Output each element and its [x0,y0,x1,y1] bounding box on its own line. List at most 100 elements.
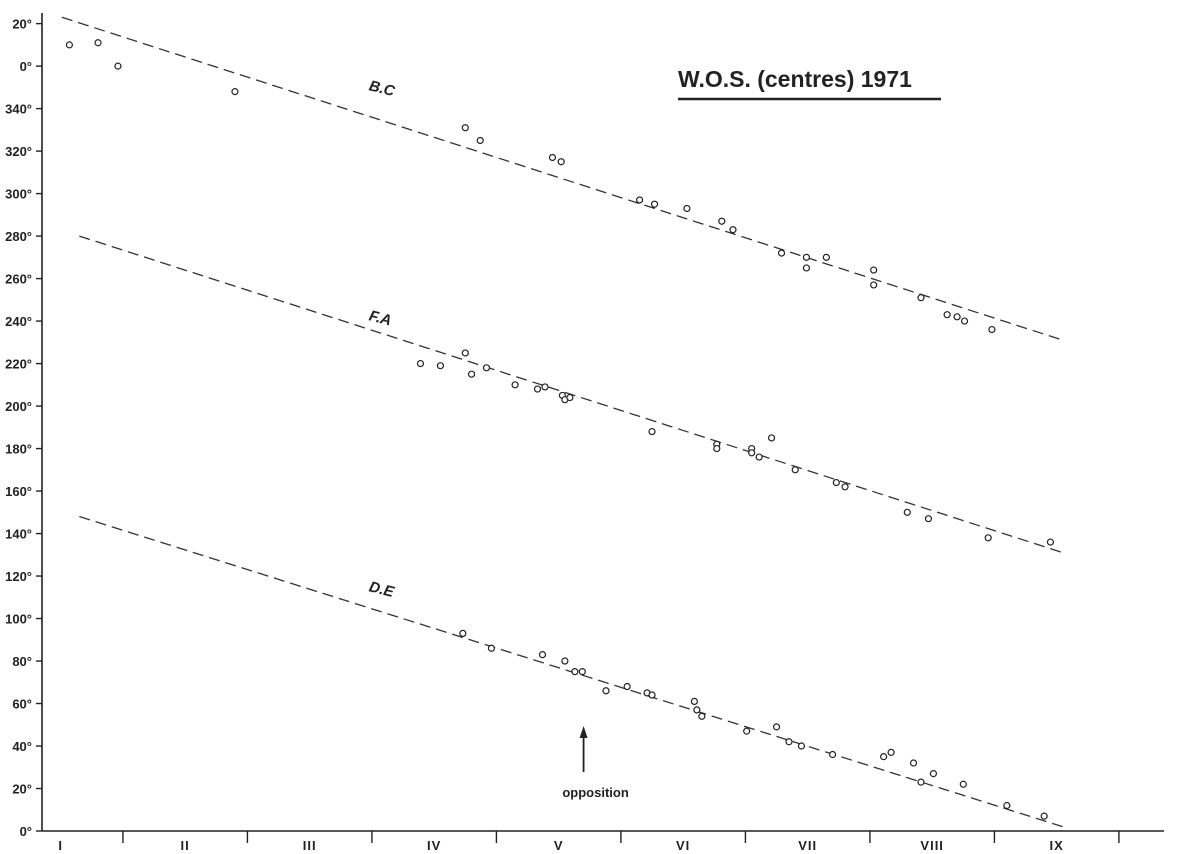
y-tick-label: 320° [5,144,32,159]
data-point-bc [953,313,961,321]
data-point-fa [566,393,574,402]
y-tick-label: 180° [5,442,32,457]
data-point-fa [533,385,542,393]
x-tick-label: VIII [920,838,944,853]
data-point-de [797,742,806,750]
data-point-de [561,657,569,665]
data-point-de [1040,812,1048,820]
data-point-bc [960,317,969,325]
series-label: B.C [367,77,397,100]
data-point-bc [870,281,878,289]
data-point-de [648,691,656,699]
y-ticks: 0° 20° 40° 60° 80° 100° 120° 140° 160° 180° 200° 22… [5,17,42,839]
data-point-fa [416,359,425,368]
data-point-fa [767,434,776,442]
data-point-bc [683,204,691,213]
data-point-de [623,682,631,691]
data-point-bc [548,153,557,162]
data-point-de [772,723,781,731]
data-point-bc [231,88,239,96]
data-point-de [459,629,467,638]
x-tick-label: IV [427,838,441,853]
x-tick-label: VII [798,838,817,853]
x-tick-label: II [181,838,190,853]
data-point-de [538,651,547,659]
y-tick-label: 60° [12,697,32,712]
data-point-de [929,770,938,778]
y-tick-label: 0° [20,824,32,839]
data-point-de [880,753,888,761]
y-tick-label: 240° [5,314,32,329]
y-tick-label: 160° [5,484,32,499]
data-point-de [887,748,895,756]
data-point-fa [841,483,849,491]
y-tick-label: 340° [5,102,32,117]
data-point-fa [1046,538,1055,546]
data-point-de [690,697,698,705]
data-point-bc [65,41,73,49]
data-point-bc [718,217,726,225]
x-tick-label: III [303,838,317,853]
data-point-de [693,706,701,714]
data-point-bc [476,136,484,145]
data-point-bc [988,325,996,334]
data-point-de [785,738,793,746]
data-point-de [909,759,918,767]
y-tick-label: 0° [20,59,32,74]
data-point-de [602,687,610,695]
y-tick-label: 120° [5,569,32,584]
data-point-fa [436,362,444,370]
y-tick-label: 220° [5,357,32,372]
data-point-fa [648,427,656,436]
data-point-fa [924,515,933,523]
y-tick-label: 20° [12,17,32,32]
opposition-label: opposition [562,785,628,800]
data-point-fa [791,466,799,474]
series-label: D.E [367,578,396,601]
fit-line-de [79,515,1064,828]
data-point-fa [511,381,519,389]
y-tick-label: 20° [12,782,32,797]
x-tick-label: V [554,838,564,853]
y-tick-label: 80° [12,654,32,669]
data-point-de [578,668,586,676]
y-tick-label: 140° [5,527,32,542]
data-point-fa [832,478,840,487]
data-point-fa [984,534,992,542]
data-point-de [1003,801,1011,810]
data-point-de [917,778,925,786]
data-point-bc [822,253,830,261]
data-point-fa [541,383,549,391]
series-label: F.A [367,307,393,329]
data-point-bc [461,124,469,132]
data-point-de [828,750,837,759]
data-point-bc [557,158,565,166]
data-point-bc [802,253,811,261]
data-point-fa [748,449,756,457]
data-point-bc [114,62,122,70]
data-point-fa [713,444,721,453]
data-point-fa [461,349,469,357]
series-labels: B.C F.A D.E [367,77,397,601]
y-tick-label: 280° [5,229,32,244]
opposition-annotation: opposition [562,726,629,800]
data-point-bc [870,266,878,274]
data-point-bc [917,294,925,302]
data-point-fa [755,453,763,461]
fit-lines [61,16,1064,828]
data-point-bc [94,39,102,47]
data-points [65,39,1055,820]
x-tick-label: I [58,838,63,853]
x-tick-label: IX [1050,838,1064,853]
data-point-fa [903,508,911,516]
y-tick-label: 300° [5,187,32,202]
data-point-de [743,727,751,735]
data-point-bc [777,249,786,257]
data-point-bc [802,264,811,272]
chart-title: W.O.S. (centres) 1971 [678,66,912,92]
data-point-fa [467,370,476,378]
y-tick-label: 100° [5,612,32,627]
data-point-bc [650,200,659,208]
x-ticks: I II III IV V VI VII VIII IX [58,831,1120,853]
y-tick-label: 200° [5,399,32,414]
